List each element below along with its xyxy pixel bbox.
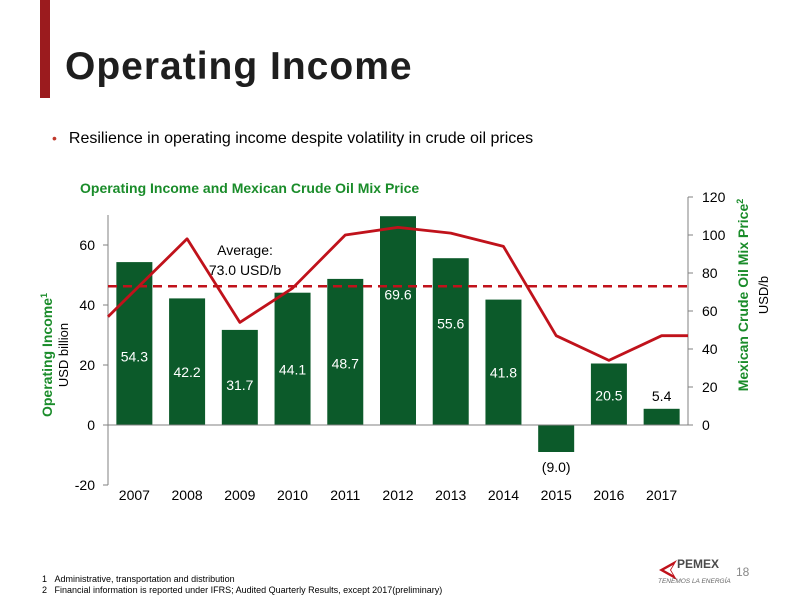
right-tick-label: 0 [702,417,710,433]
left-tick-label: 0 [87,417,95,433]
x-tick-label-2016: 2016 [593,487,624,503]
bar-label-2013: 55.6 [437,315,464,331]
x-tick-label-2015: 2015 [541,487,572,503]
x-tick-label-2009: 2009 [224,487,255,503]
left-axis-unit: USD billion [56,323,71,387]
bullet-dot: • [52,130,57,146]
bullet-text: Resilience in operating income despite v… [68,130,534,147]
x-tick-label-2017: 2017 [646,487,677,503]
x-tick-label-2011: 2011 [330,487,360,503]
bar-label-2014: 41.8 [490,364,517,380]
chart-title: Operating Income and Mexican Crude Oil M… [80,180,419,196]
oil-price-line [107,225,688,362]
right-axis-title: Mexican Crude Oil Mix Price2 [735,199,751,392]
right-tick-label: 120 [702,189,726,205]
bar-2013 [432,258,469,425]
footnote-1: 1 Administrative, transportation and dis… [42,574,235,584]
bar-label-2016: 20.5 [595,387,622,403]
pemex-logo-icon [659,560,677,580]
bullet-point: • Resilience in operating income despite … [52,130,533,148]
footnote-2: 2 Financial information is reported unde… [42,585,443,595]
page-number: 18 [736,565,750,579]
right-tick-label: 80 [702,265,718,281]
footnotes: 1 Administrative, transportation and dis… [42,574,442,596]
bar-2017 [643,408,680,425]
x-tick-label-2010: 2010 [277,487,308,503]
bar-label-2015: (9.0) [542,459,571,475]
bar-2015 [538,425,575,452]
bar-label-2007: 54.3 [121,349,148,365]
logo-name: PEMEX [677,557,720,571]
bar-label-2012: 69.6 [384,287,411,303]
logo-tagline: TENEMOS LA ENERGÍA [658,578,731,585]
x-tick-label-2008: 2008 [172,487,203,503]
bar-2012 [380,216,416,425]
left-tick-label: -20 [75,477,95,493]
bar-label-2017: 5.4 [652,388,672,404]
left-tick-label: 60 [79,237,95,253]
left-tick-label: 40 [79,297,95,313]
bar-2016 [590,363,627,425]
right-tick-label: 40 [702,341,718,357]
right-tick-label: 60 [702,303,718,319]
x-tick-label-2007: 2007 [119,487,150,503]
bar-label-2009: 31.7 [226,377,253,393]
right-axis-unit: USD/b [756,276,771,314]
left-tick-label: 20 [79,357,95,373]
bar-2010 [274,292,311,425]
bar-2009 [221,329,258,425]
bar-label-2011: 48.7 [332,356,359,372]
bar-2011 [327,278,364,425]
bar-2014 [485,299,522,425]
left-axis-title: Operating Income1 [39,293,55,417]
bar-label-2010: 44.1 [279,361,306,377]
right-tick-label: 100 [702,227,726,243]
bar-label-2008: 42.2 [173,364,200,380]
x-tick-label-2014: 2014 [488,487,519,503]
right-tick-label: 20 [702,379,718,395]
accent-bar [40,0,50,98]
bar-2008 [169,298,206,425]
x-tick-label-2013: 2013 [435,487,466,503]
average-label-line1: Average: [217,242,273,258]
x-tick-label-2012: 2012 [382,487,413,503]
page-title: Operating Income [65,45,413,88]
average-label-line2: 73.0 USD/b [209,262,282,278]
